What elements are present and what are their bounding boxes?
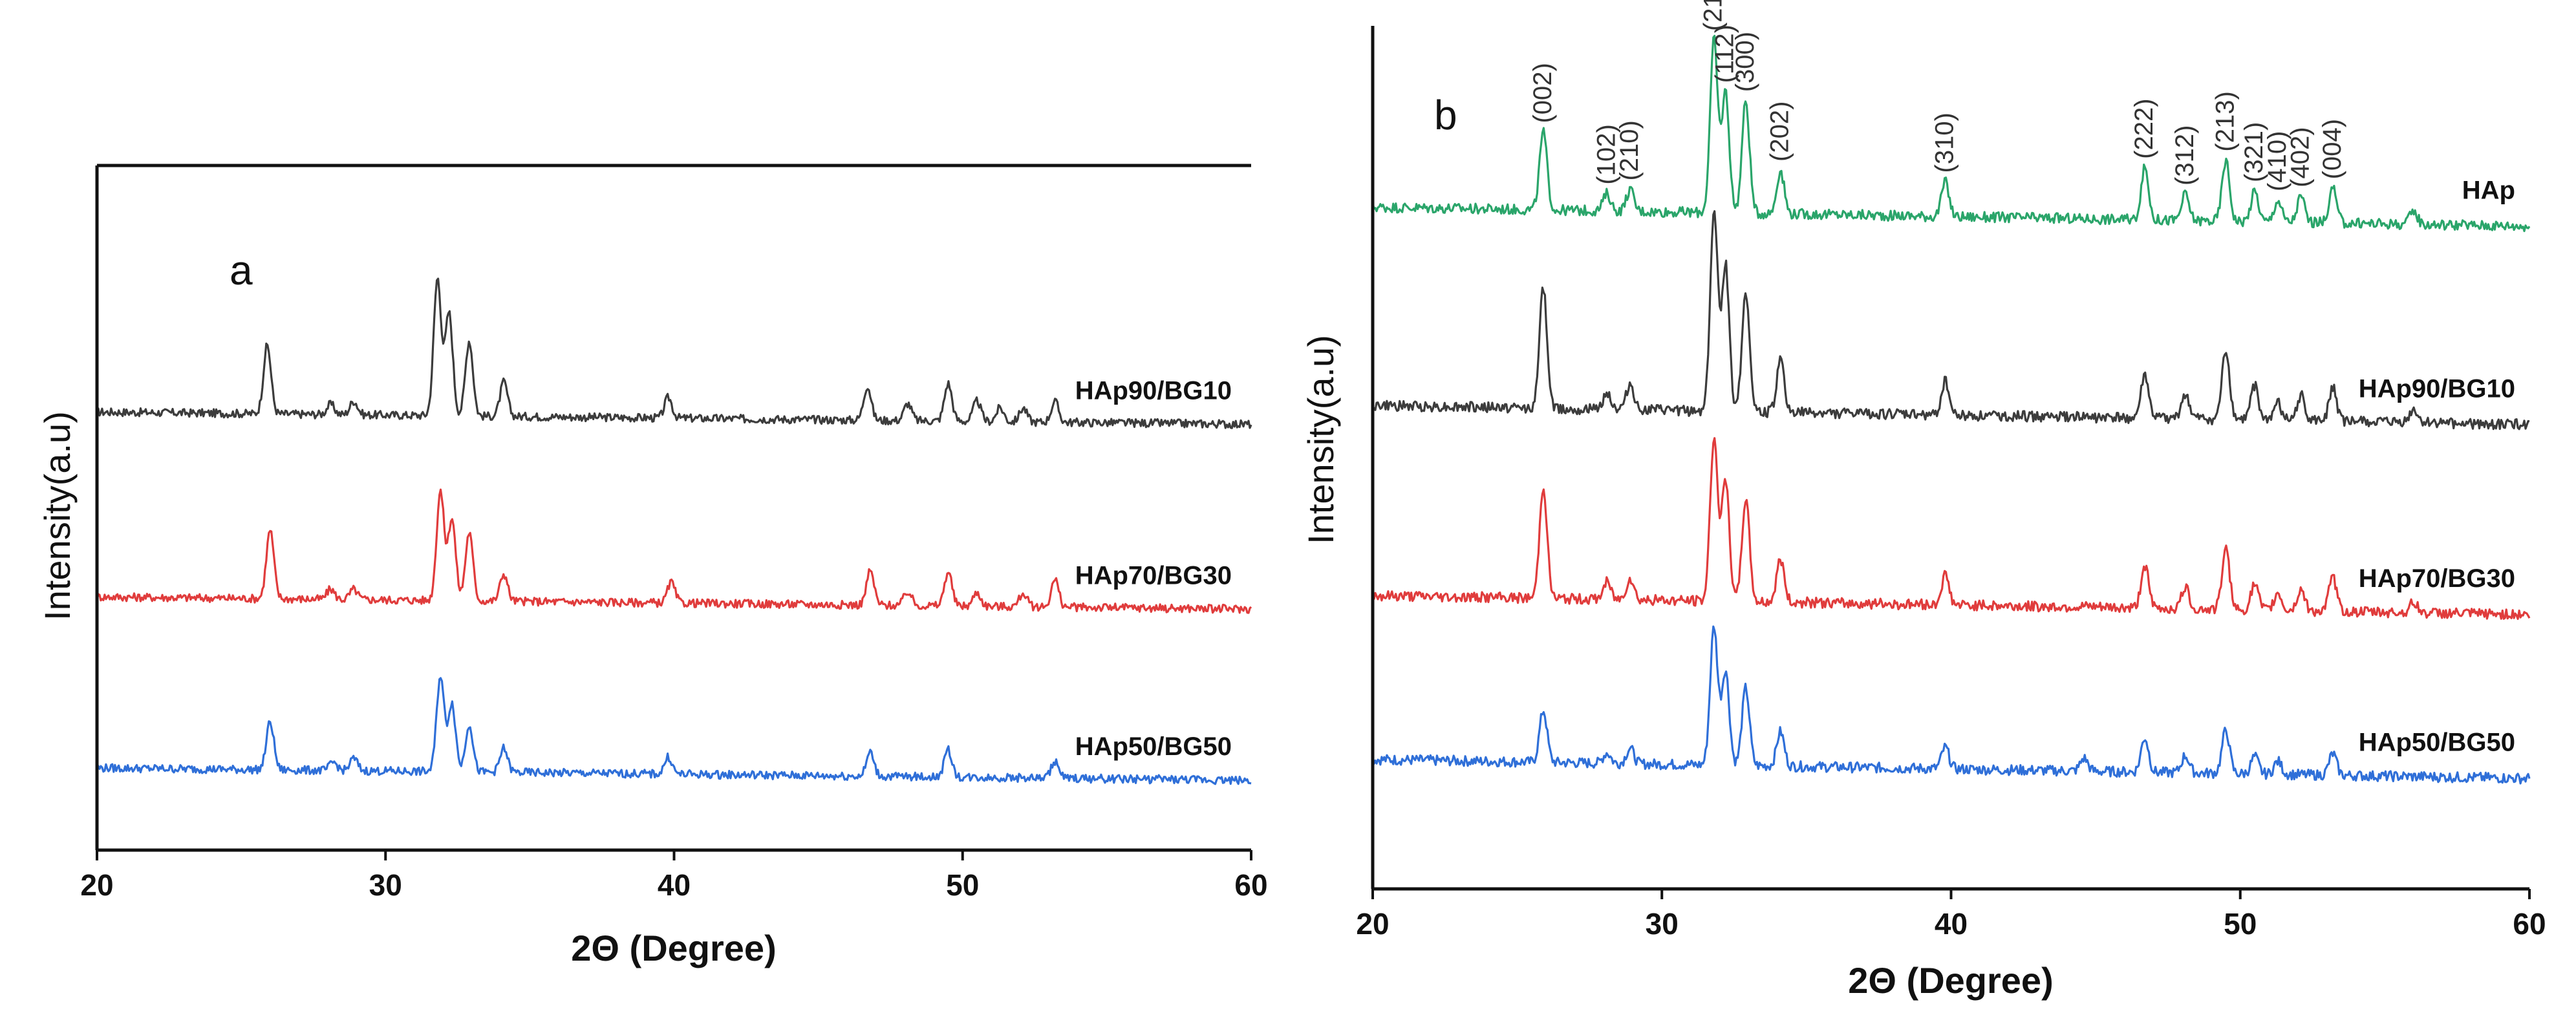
peak-label: (410) [2263, 131, 2292, 191]
peak-label: (102) [1592, 124, 1620, 184]
x-tick-label: 60 [1234, 868, 1267, 902]
peak-label: (312) [2171, 125, 2199, 186]
peak-labels-b: (002) (102)(210) (211)(112)(300)(202) (310)… [1529, 0, 2346, 191]
series-label: HAp90/BG10 [1075, 376, 1232, 405]
x-tick-label: 60 [2513, 907, 2546, 941]
x-tick-label: 40 [658, 868, 691, 902]
peak-label: (211) [1699, 0, 1728, 31]
x-tick-label: 30 [1646, 907, 1679, 941]
peak-label: (002) [1529, 63, 1557, 123]
series-line [96, 677, 1252, 785]
peak-label: (300) [1731, 32, 1759, 92]
series-label: HAp50/BG50 [2359, 729, 2515, 757]
peak-label: (112) [1711, 25, 1739, 83]
y-axis-label-a: Intensity(a.u) [37, 411, 78, 621]
panel-b: Intensity(a.u) b HAp HAp90/BG10 HAp70/BG30… [1300, 0, 2546, 1001]
peak-label: (222) [2130, 98, 2158, 158]
x-tick-label: 50 [946, 868, 979, 902]
x-ticks-b: 20 30 40 50 60 [1356, 889, 2546, 941]
x-tick-label: 30 [369, 868, 402, 902]
panel-letter-b: b [1434, 92, 1457, 138]
peak-label: (004) [2318, 119, 2346, 179]
series-label: HAp [2462, 176, 2515, 204]
series-label: HAp50/BG50 [1075, 732, 1232, 761]
series-line [96, 277, 1252, 429]
series-line [1371, 210, 2530, 431]
x-tick-label: 20 [1356, 907, 1389, 941]
series-line [1371, 34, 2531, 233]
series-line [96, 488, 1252, 614]
peak-label: (213) [2211, 91, 2239, 151]
y-axis-label-b: Intensity(a.u) [1300, 335, 1341, 544]
peak-label: (202) [1766, 101, 1794, 162]
panel-a: Intensity(a.u) a HAp90/BG10HAp70/BG30HAp… [37, 164, 1268, 968]
series-line [1371, 437, 2531, 620]
series-line [1371, 625, 2531, 785]
x-axis-title-b: 2Θ (Degree) [1848, 960, 2053, 1001]
panel-letter-a: a [230, 247, 253, 293]
x-ticks-a: 20 30 40 50 60 [80, 850, 1268, 902]
series-label: HAp70/BG30 [1075, 561, 1232, 590]
x-tick-label: 40 [1935, 907, 1968, 941]
x-axis-title-a: 2Θ (Degree) [571, 928, 776, 968]
series-label: HAp90/BG10 [2359, 374, 2515, 403]
peak-label: (321) [2240, 122, 2268, 182]
x-tick-label: 50 [2224, 907, 2257, 941]
peak-label: (310) [1931, 112, 1959, 173]
series-label: HAp70/BG30 [2359, 564, 2515, 593]
x-tick-label: 20 [80, 868, 113, 902]
series-group-a: HAp90/BG10 HAp70/BG30 HAp50/BG50 [96, 277, 1252, 785]
peak-label: (210) [1615, 120, 1644, 180]
peak-label: (402) [2286, 127, 2315, 187]
series-group-b: HAp HAp90/BG10 HAp70/BG30 HAp50/BG50 [1371, 34, 2531, 785]
